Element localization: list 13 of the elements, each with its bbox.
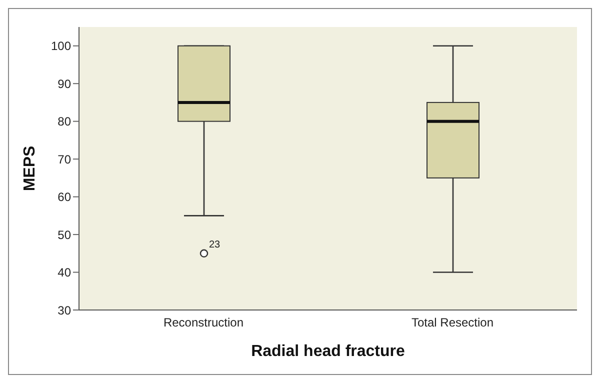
y-tick-label: 100: [50, 39, 72, 54]
y-tick-label: 60: [58, 190, 72, 204]
y-tick-label: 50: [58, 228, 72, 242]
y-tick-label: 80: [58, 114, 72, 129]
y-tick-label: 30: [58, 303, 72, 318]
annotation: 23: [209, 239, 221, 250]
y-tick-label: 40: [58, 266, 72, 280]
y-tick-label: 90: [58, 76, 72, 91]
x-axis-title: Radial head fracture: [251, 343, 406, 360]
x-tick-label: Total Resection: [411, 316, 494, 330]
x-tick-label: Reconstruction: [163, 316, 244, 330]
y-axis-title: MEPS: [22, 146, 39, 192]
y-tick-label: 70: [58, 152, 72, 166]
